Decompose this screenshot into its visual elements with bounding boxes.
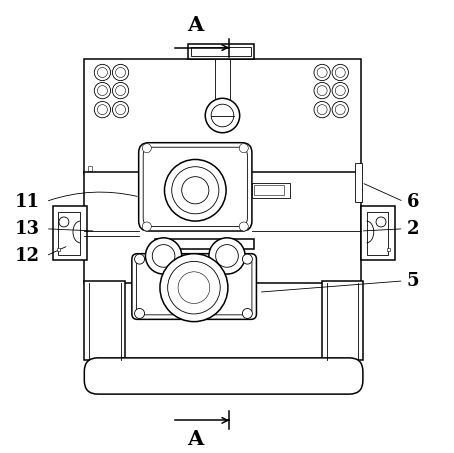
Circle shape [113,82,128,99]
Circle shape [142,222,151,231]
Circle shape [59,217,69,227]
Bar [84,172,360,283]
Text: 5: 5 [406,272,419,290]
Circle shape [134,254,144,264]
Circle shape [172,167,219,214]
Bar [154,255,254,265]
Circle shape [94,82,111,99]
Bar [57,248,60,251]
Bar [188,44,254,59]
Circle shape [182,177,209,204]
Circle shape [145,238,182,274]
Circle shape [335,105,345,115]
Bar [88,166,93,171]
Circle shape [164,159,226,221]
Circle shape [142,144,151,153]
FancyBboxPatch shape [132,254,257,319]
Text: A: A [187,15,203,35]
Circle shape [134,308,144,318]
FancyBboxPatch shape [138,143,252,231]
FancyBboxPatch shape [84,358,363,394]
Circle shape [314,82,330,99]
Circle shape [152,245,175,267]
Circle shape [335,67,345,77]
FancyBboxPatch shape [143,147,247,226]
Bar [215,59,230,116]
Circle shape [317,86,327,96]
Circle shape [168,261,220,314]
Circle shape [98,67,108,77]
FancyBboxPatch shape [136,258,252,315]
Circle shape [376,217,386,227]
Bar [84,59,360,174]
Bar [355,163,361,202]
Circle shape [332,82,348,99]
Circle shape [116,105,125,115]
Text: 12: 12 [15,247,40,265]
Circle shape [216,245,238,267]
Bar [366,212,388,255]
Circle shape [239,222,248,231]
Circle shape [205,98,240,133]
Circle shape [113,64,128,81]
Bar [59,212,80,255]
Circle shape [242,254,252,264]
Circle shape [242,308,252,318]
Circle shape [98,86,108,96]
Circle shape [116,67,125,77]
Circle shape [335,86,345,96]
Bar [254,185,284,195]
Circle shape [239,144,248,153]
Bar [252,183,291,198]
Bar [322,281,363,360]
Circle shape [178,272,210,304]
Circle shape [94,64,111,81]
Circle shape [211,104,234,127]
Circle shape [314,101,330,118]
Circle shape [317,67,327,77]
Circle shape [332,64,348,81]
Text: 11: 11 [15,193,40,211]
Circle shape [317,105,327,115]
Circle shape [160,254,228,322]
Text: A: A [187,429,203,448]
Bar [84,281,125,360]
Text: 13: 13 [15,220,40,238]
Circle shape [113,101,128,118]
Circle shape [94,101,111,118]
Bar [53,206,87,260]
Circle shape [116,86,125,96]
Circle shape [209,238,245,274]
Bar [387,248,390,251]
Bar [154,239,254,249]
Text: 6: 6 [406,193,419,211]
Circle shape [332,101,348,118]
Bar [191,47,252,56]
Circle shape [314,64,330,81]
Bar [357,166,361,171]
Text: 2: 2 [406,220,419,238]
Circle shape [98,105,108,115]
Bar [360,206,395,260]
